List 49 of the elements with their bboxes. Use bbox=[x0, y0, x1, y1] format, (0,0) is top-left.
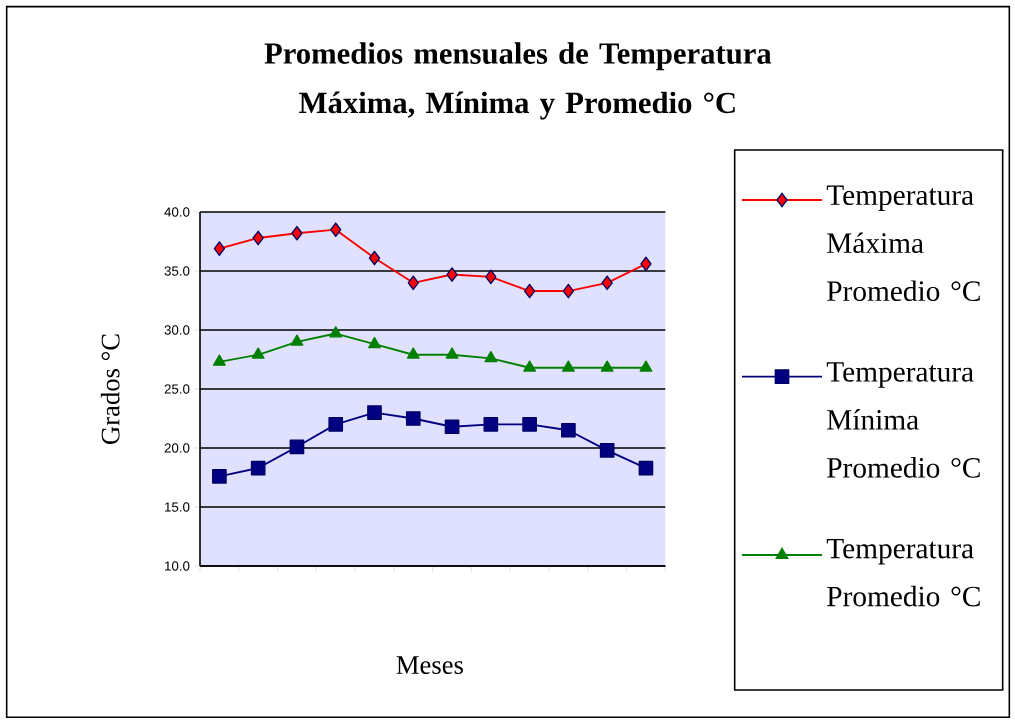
point bbox=[330, 222, 342, 238]
y-tick-label: 10.0 bbox=[165, 561, 190, 571]
y-tick-label: 20.0 bbox=[164, 443, 190, 453]
point bbox=[407, 275, 419, 291]
point bbox=[483, 417, 499, 432]
point bbox=[446, 267, 458, 282]
point bbox=[640, 256, 652, 272]
point bbox=[289, 439, 305, 455]
point bbox=[290, 334, 304, 346]
point bbox=[213, 241, 226, 256]
point bbox=[212, 354, 226, 366]
chart-title: Promedios mensuales de Temperatura Máxima, Mínima y Promedio °C bbox=[264, 42, 772, 120]
point bbox=[523, 283, 536, 299]
point bbox=[406, 347, 420, 359]
point bbox=[485, 269, 497, 285]
point bbox=[601, 275, 613, 291]
point bbox=[405, 411, 421, 426]
point bbox=[212, 468, 227, 484]
point bbox=[599, 443, 615, 458]
y-tick-label: 15.0 bbox=[165, 502, 190, 512]
point bbox=[639, 360, 653, 372]
point bbox=[291, 225, 303, 241]
point bbox=[367, 405, 382, 420]
point bbox=[522, 417, 537, 432]
point bbox=[523, 360, 537, 372]
y-tick-label: 30.0 bbox=[164, 325, 190, 335]
point bbox=[484, 350, 498, 363]
point bbox=[561, 360, 575, 372]
legend-label: Temperatura Máxima Promedio °C bbox=[826, 185, 980, 302]
y-tick-label: 35.0 bbox=[164, 266, 190, 276]
point bbox=[562, 283, 575, 299]
point bbox=[329, 326, 343, 338]
point bbox=[638, 460, 654, 476]
point bbox=[368, 250, 381, 266]
point bbox=[561, 422, 576, 438]
point bbox=[328, 417, 344, 432]
legend-label: Temperatura Mínima Promedio °C bbox=[826, 362, 980, 478]
y-tick-label: 40.0 bbox=[164, 207, 190, 217]
point bbox=[600, 360, 614, 372]
point bbox=[252, 230, 264, 246]
y-tick-label: 25.0 bbox=[164, 384, 190, 394]
point bbox=[368, 336, 381, 349]
point bbox=[444, 419, 460, 435]
legend-label: Temperatura Promedio °C bbox=[826, 538, 980, 607]
x-axis-title: Meses bbox=[396, 656, 463, 674]
y-axis-title: Grados °C bbox=[100, 334, 120, 444]
point bbox=[445, 347, 459, 359]
point bbox=[250, 460, 266, 476]
point bbox=[251, 347, 265, 359]
